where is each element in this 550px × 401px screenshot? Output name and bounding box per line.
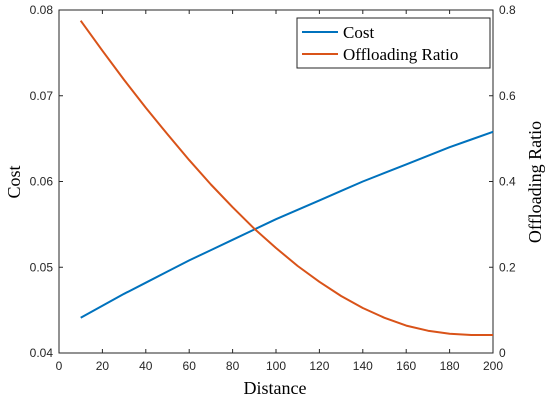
x-tick-label: 180 [440,359,460,373]
y-left-tick-label: 0.06 [30,175,54,189]
x-tick-label: 40 [139,359,153,373]
series-layer [79,20,494,336]
y-right-tick-label: 0.8 [499,3,516,17]
x-tick-label: 100 [266,359,286,373]
legend-label-offloading-ratio: Offloading Ratio [343,45,458,64]
y-right-tick-label: 0.2 [499,260,516,274]
y-right-tick-label: 0.6 [499,89,516,103]
y-right-tick-label: 0 [499,346,506,360]
x-tick-label: 160 [396,359,416,373]
x-tick-label: 140 [353,359,373,373]
series-line-offloading-ratio [79,20,493,336]
legend-label-cost: Cost [343,23,374,42]
y-left-tick-label: 0.07 [30,89,54,103]
x-tick-label: 80 [226,359,240,373]
y-right-tick-label: 0.4 [499,175,516,189]
y-right-axis-title: Offloading Ratio [525,121,545,243]
y-left-axis-title: Cost [4,165,24,198]
x-tick-label: 0 [56,359,63,373]
ticks-layer: 0 20 40 60 80 100 120 140 160 180 200 0.04 0.05 0.06 0… [30,3,516,373]
legend-box [296,17,491,69]
x-axis-title: Distance [244,378,307,398]
y-left-tick-label: 0.08 [30,3,54,17]
x-tick-label: 120 [309,359,329,373]
x-tick-label: 20 [96,359,110,373]
legend: Cost Offloading Ratio [296,17,491,69]
series-line-cost [80,130,494,319]
x-tick-label: 60 [183,359,197,373]
y-left-tick-label: 0.05 [30,260,54,274]
y-left-tick-label: 0.04 [30,346,54,360]
x-tick-label: 200 [483,359,503,373]
